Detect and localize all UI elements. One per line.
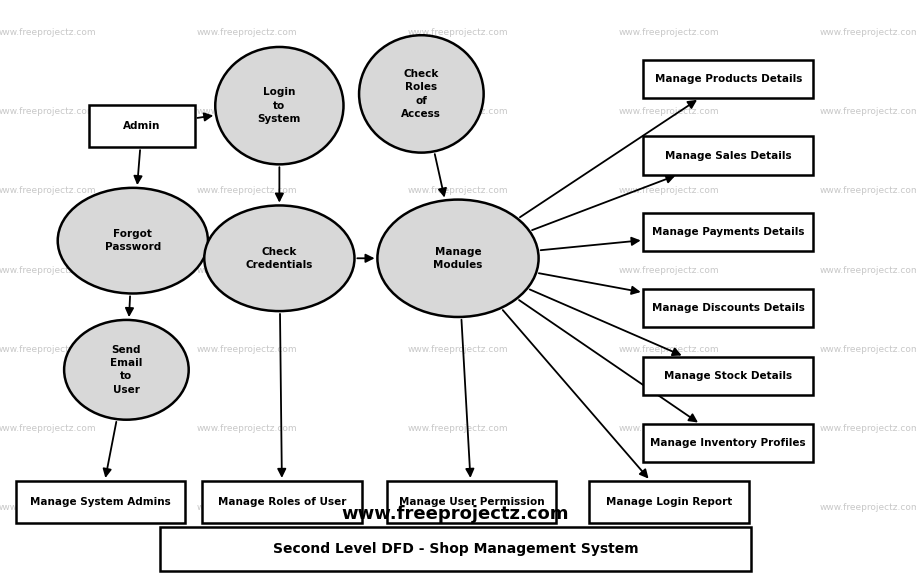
Text: www.freeprojectz.com: www.freeprojectz.com bbox=[197, 424, 298, 433]
Text: www.freeprojectz.com: www.freeprojectz.com bbox=[618, 503, 719, 512]
Text: www.freeprojectz.com: www.freeprojectz.com bbox=[618, 107, 719, 116]
Text: Second Level DFD - Shop Management System: Second Level DFD - Shop Management Syste… bbox=[273, 542, 638, 555]
Bar bbox=[643, 356, 812, 394]
Text: Forgot
Password: Forgot Password bbox=[104, 229, 161, 252]
Bar bbox=[387, 481, 556, 523]
Text: www.freeprojectz.com: www.freeprojectz.com bbox=[0, 186, 96, 195]
Text: Check
Roles
of
Access: Check Roles of Access bbox=[401, 69, 442, 119]
Text: www.freeprojectz.com: www.freeprojectz.com bbox=[342, 505, 569, 522]
Bar bbox=[643, 213, 812, 251]
Text: Manage Roles of User: Manage Roles of User bbox=[218, 497, 346, 507]
Text: www.freeprojectz.com: www.freeprojectz.com bbox=[820, 424, 916, 433]
Text: www.freeprojectz.com: www.freeprojectz.com bbox=[197, 345, 298, 354]
Ellipse shape bbox=[204, 205, 354, 311]
Text: www.freeprojectz.com: www.freeprojectz.com bbox=[0, 424, 96, 433]
Bar bbox=[160, 527, 751, 571]
Text: Manage System Admins: Manage System Admins bbox=[30, 497, 171, 507]
Ellipse shape bbox=[58, 188, 208, 294]
Text: Manage Stock Details: Manage Stock Details bbox=[664, 370, 792, 381]
Bar bbox=[90, 105, 195, 147]
Text: www.freeprojectz.com: www.freeprojectz.com bbox=[820, 503, 916, 512]
Text: Send
Email
to
User: Send Email to User bbox=[110, 345, 143, 394]
Text: Manage Sales Details: Manage Sales Details bbox=[665, 150, 791, 161]
Text: www.freeprojectz.com: www.freeprojectz.com bbox=[408, 503, 508, 512]
Text: www.freeprojectz.com: www.freeprojectz.com bbox=[197, 186, 298, 195]
Text: Manage User Permission: Manage User Permission bbox=[399, 497, 544, 507]
Text: www.freeprojectz.com: www.freeprojectz.com bbox=[197, 503, 298, 512]
Text: www.freeprojectz.com: www.freeprojectz.com bbox=[0, 28, 96, 37]
Text: www.freeprojectz.com: www.freeprojectz.com bbox=[820, 186, 916, 195]
Text: www.freeprojectz.com: www.freeprojectz.com bbox=[0, 265, 96, 275]
Text: Manage Payments Details: Manage Payments Details bbox=[652, 227, 804, 237]
Text: www.freeprojectz.com: www.freeprojectz.com bbox=[408, 265, 508, 275]
Bar bbox=[643, 60, 812, 98]
Bar bbox=[643, 289, 812, 328]
Text: Manage Products Details: Manage Products Details bbox=[655, 74, 802, 85]
Text: Admin: Admin bbox=[124, 121, 160, 131]
Text: Manage Discounts Details: Manage Discounts Details bbox=[652, 303, 804, 313]
Text: www.freeprojectz.com: www.freeprojectz.com bbox=[197, 107, 298, 116]
Text: www.freeprojectz.com: www.freeprojectz.com bbox=[408, 186, 508, 195]
Bar bbox=[643, 424, 812, 463]
Text: www.freeprojectz.com: www.freeprojectz.com bbox=[820, 345, 916, 354]
Ellipse shape bbox=[64, 320, 189, 420]
Text: www.freeprojectz.com: www.freeprojectz.com bbox=[618, 28, 719, 37]
Text: www.freeprojectz.com: www.freeprojectz.com bbox=[820, 28, 916, 37]
Bar bbox=[202, 481, 362, 523]
Ellipse shape bbox=[359, 35, 484, 153]
Text: www.freeprojectz.com: www.freeprojectz.com bbox=[618, 186, 719, 195]
Text: www.freeprojectz.com: www.freeprojectz.com bbox=[0, 107, 96, 116]
Text: www.freeprojectz.com: www.freeprojectz.com bbox=[820, 107, 916, 116]
Text: www.freeprojectz.com: www.freeprojectz.com bbox=[408, 345, 508, 354]
Bar bbox=[643, 136, 812, 175]
Text: www.freeprojectz.com: www.freeprojectz.com bbox=[618, 265, 719, 275]
Bar bbox=[16, 481, 185, 523]
Text: www.freeprojectz.com: www.freeprojectz.com bbox=[0, 345, 96, 354]
Text: Manage
Modules: Manage Modules bbox=[433, 247, 483, 270]
Text: www.freeprojectz.com: www.freeprojectz.com bbox=[820, 265, 916, 275]
Text: www.freeprojectz.com: www.freeprojectz.com bbox=[197, 265, 298, 275]
Text: www.freeprojectz.com: www.freeprojectz.com bbox=[0, 503, 96, 512]
Text: Manage Login Report: Manage Login Report bbox=[605, 497, 732, 507]
Text: www.freeprojectz.com: www.freeprojectz.com bbox=[618, 424, 719, 433]
Ellipse shape bbox=[377, 200, 539, 317]
Text: Check
Credentials: Check Credentials bbox=[245, 247, 313, 270]
Text: Login
to
System: Login to System bbox=[257, 87, 301, 124]
Ellipse shape bbox=[215, 47, 344, 164]
Text: www.freeprojectz.com: www.freeprojectz.com bbox=[408, 424, 508, 433]
Bar bbox=[588, 481, 748, 523]
Text: Manage Inventory Profiles: Manage Inventory Profiles bbox=[650, 438, 806, 448]
Text: www.freeprojectz.com: www.freeprojectz.com bbox=[408, 28, 508, 37]
Text: www.freeprojectz.com: www.freeprojectz.com bbox=[618, 345, 719, 354]
Text: www.freeprojectz.com: www.freeprojectz.com bbox=[408, 107, 508, 116]
Text: www.freeprojectz.com: www.freeprojectz.com bbox=[197, 28, 298, 37]
